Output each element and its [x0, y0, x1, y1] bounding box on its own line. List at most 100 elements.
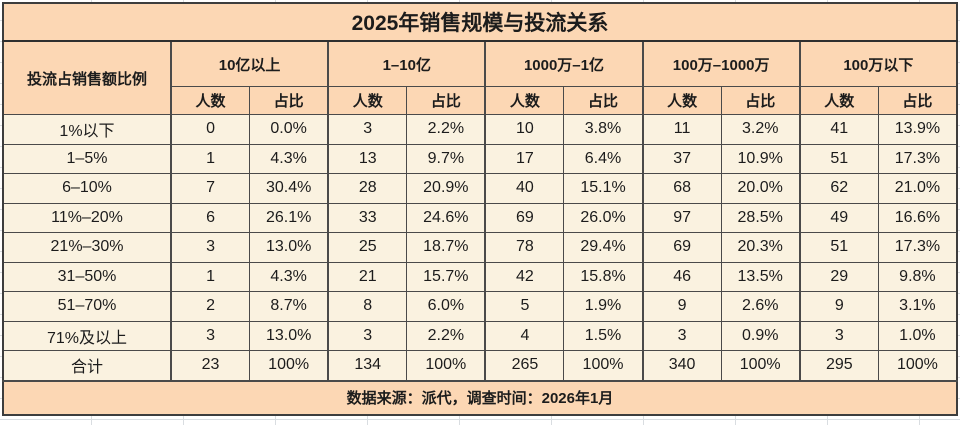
footer-row: 数据来源：派代，调查时间：2026年1月: [2, 379, 958, 415]
count-cell: 8: [327, 291, 408, 322]
pct-cell: 100%: [563, 350, 644, 381]
row-label: 51–70%: [2, 291, 172, 322]
count-cell: 3: [170, 320, 251, 351]
count-cell: 62: [798, 173, 879, 204]
pct-cell: 30.4%: [249, 173, 329, 204]
pct-cell: 18.7%: [406, 232, 486, 263]
count-cell: 11: [641, 114, 722, 145]
count-cell: 2: [170, 291, 251, 322]
count-cell: 340: [641, 350, 722, 381]
pct-cell: 13.0%: [249, 232, 329, 263]
pct-cell: 6.4%: [563, 143, 644, 174]
count-cell: 5: [484, 291, 565, 322]
pct-cell: 4.3%: [249, 143, 329, 174]
row-dimension-header: 投流占销售额比例: [2, 40, 172, 115]
row-label: 合计: [2, 350, 172, 381]
table-row: 1–5% 1 4.3% 13 9.7% 17 6.4% 37 10.9% 51 17.3%: [2, 143, 958, 174]
table-row: 1%以下 0 0.0% 3 2.2% 10 3.8% 11 3.2% 41 13.9%: [2, 114, 958, 145]
row-label: 71%及以上: [2, 320, 172, 351]
row-label: 1–5%: [2, 143, 172, 174]
pct-cell: 20.3%: [720, 232, 801, 263]
pct-cell: 29.4%: [563, 232, 644, 263]
count-cell: 51: [798, 143, 879, 174]
subheader-count: 人数: [170, 86, 251, 115]
count-cell: 0: [170, 114, 251, 145]
subheader-pct: 占比: [877, 86, 958, 115]
pct-cell: 15.1%: [563, 173, 644, 204]
subheader-pct: 占比: [249, 86, 329, 115]
pct-cell: 2.2%: [406, 320, 486, 351]
pct-cell: 20.9%: [406, 173, 486, 204]
count-cell: 33: [327, 202, 408, 233]
count-cell: 40: [484, 173, 565, 204]
count-cell: 28: [327, 173, 408, 204]
table-row: 31–50% 1 4.3% 21 15.7% 42 15.8% 46 13.5% 29 9.8%: [2, 261, 958, 292]
pct-cell: 9.8%: [877, 261, 958, 292]
pct-cell: 26.1%: [249, 202, 329, 233]
pct-cell: 13.9%: [877, 114, 958, 145]
pct-cell: 100%: [877, 350, 958, 381]
table-row: 6–10% 7 30.4% 28 20.9% 40 15.1% 68 20.0% 62 21.0%: [2, 173, 958, 204]
pct-cell: 9.7%: [406, 143, 486, 174]
count-cell: 3: [327, 320, 408, 351]
pct-cell: 15.8%: [563, 261, 644, 292]
count-cell: 21: [327, 261, 408, 292]
count-cell: 13: [327, 143, 408, 174]
subheader-count: 人数: [798, 86, 879, 115]
subheader-count: 人数: [484, 86, 565, 115]
table-row: 11%–20% 6 26.1% 33 24.6% 69 26.0% 97 28.5% 49 16.6…: [2, 202, 958, 233]
pct-cell: 15.7%: [406, 261, 486, 292]
pct-cell: 1.9%: [563, 291, 644, 322]
pct-cell: 26.0%: [563, 202, 644, 233]
group-header-1m-10m: 100万–1000万: [641, 40, 801, 87]
pct-cell: 17.3%: [877, 143, 958, 174]
count-cell: 134: [327, 350, 408, 381]
count-cell: 25: [327, 232, 408, 263]
count-cell: 69: [484, 202, 565, 233]
subheader-pct: 占比: [563, 86, 644, 115]
count-cell: 3: [641, 320, 722, 351]
pct-cell: 100%: [720, 350, 801, 381]
pct-cell: 10.9%: [720, 143, 801, 174]
pct-cell: 16.6%: [877, 202, 958, 233]
count-cell: 46: [641, 261, 722, 292]
count-cell: 29: [798, 261, 879, 292]
pct-cell: 100%: [249, 350, 329, 381]
pct-cell: 13.0%: [249, 320, 329, 351]
group-header-100m-1b: 1–10亿: [327, 40, 486, 87]
pct-cell: 17.3%: [877, 232, 958, 263]
pct-cell: 100%: [406, 350, 486, 381]
row-label: 11%–20%: [2, 202, 172, 233]
table-body: 1%以下 0 0.0% 3 2.2% 10 3.8% 11 3.2% 41 13.9% 1–5% 1 4.…: [2, 114, 958, 381]
subheader-pct: 占比: [720, 86, 801, 115]
group-header-row: 投流占销售额比例 10亿以上 1–10亿 1000万–1亿 100万–1000万…: [2, 40, 958, 115]
pct-cell: 3.1%: [877, 291, 958, 322]
count-cell: 42: [484, 261, 565, 292]
table-row: 71%及以上 3 13.0% 3 2.2% 4 1.5% 3 0.9% 3 1.0%: [2, 320, 958, 351]
count-cell: 1: [170, 143, 251, 174]
pct-cell: 8.7%: [249, 291, 329, 322]
row-label: 6–10%: [2, 173, 172, 204]
count-cell: 4: [484, 320, 565, 351]
pct-cell: 20.0%: [720, 173, 801, 204]
subheader-row: 人数 占比 人数 占比 人数 占比 人数 占比 人数 占比: [3, 86, 958, 115]
pct-cell: 4.3%: [249, 261, 329, 292]
count-cell: 49: [798, 202, 879, 233]
count-cell: 69: [641, 232, 722, 263]
count-cell: 295: [798, 350, 879, 381]
sales-vs-adspend-table: 2025年销售规模与投流关系 投流占销售额比例 10亿以上 1–10亿 1000…: [2, 2, 958, 416]
group-header-under-1m: 100万以下: [798, 40, 958, 87]
pct-cell: 28.5%: [720, 202, 801, 233]
subheader-pct: 占比: [406, 86, 486, 115]
row-label: 1%以下: [2, 114, 172, 145]
table-title: 2025年销售规模与投流关系: [2, 2, 958, 42]
pct-cell: 3.2%: [720, 114, 801, 145]
pct-cell: 6.0%: [406, 291, 486, 322]
subheader-count: 人数: [327, 86, 408, 115]
row-label: 31–50%: [2, 261, 172, 292]
count-cell: 78: [484, 232, 565, 263]
table-row: 51–70% 2 8.7% 8 6.0% 5 1.9% 9 2.6% 9 3.1%: [2, 291, 958, 322]
subheader-count: 人数: [641, 86, 722, 115]
pct-cell: 0.0%: [249, 114, 329, 145]
